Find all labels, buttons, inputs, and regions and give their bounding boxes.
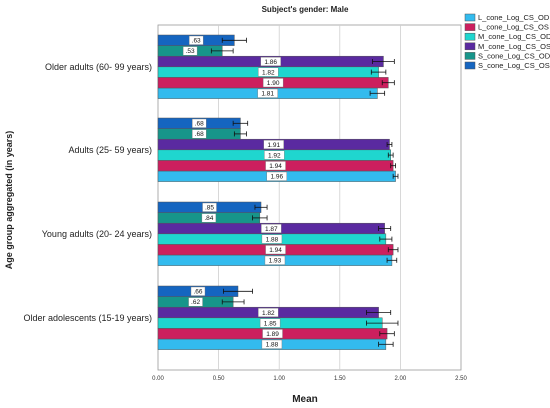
category-label: Older adolescents (15-19 years) [23, 313, 152, 323]
x-tick-labels: 0.00 0.50 1.00 1.50 2.00 2.50 [152, 376, 467, 382]
category-label: Adults (25- 59 years) [68, 145, 152, 155]
data-label-box [264, 150, 285, 160]
legend-label: L_cone_Log_CS_OD [478, 13, 550, 22]
data-label-box [257, 88, 278, 98]
y-axis-label: Age group aggregated (in years) [4, 131, 14, 270]
legend-label: M_cone_Log_CS_OS [478, 42, 550, 51]
data-label: .63 [192, 38, 201, 45]
x-tick-label: 1.00 [273, 376, 285, 382]
data-label: .68 [195, 131, 204, 138]
data-label-box [265, 161, 286, 171]
x-tick-label: 1.50 [334, 376, 346, 382]
category-label: Older adults (60- 99 years) [45, 62, 152, 72]
data-label-box [265, 245, 286, 255]
data-label: 1.96 [270, 174, 283, 181]
data-label: 1.92 [268, 152, 281, 159]
category-label: Young adults (20- 24 years) [42, 229, 152, 239]
data-label-box [260, 57, 281, 67]
legend-swatch [464, 52, 476, 60]
data-label-box [263, 139, 284, 149]
data-label: .84 [204, 215, 213, 222]
data-label-box [202, 202, 217, 212]
data-label: 1.94 [269, 247, 282, 254]
data-label: 1.86 [264, 59, 277, 66]
data-label: 1.89 [266, 331, 279, 338]
data-label-box [192, 118, 207, 128]
data-label-box [188, 297, 203, 307]
data-label: 1.87 [265, 226, 278, 233]
legend-swatch [464, 13, 476, 22]
legend-swatch [464, 61, 476, 70]
data-label-box [266, 171, 287, 181]
legend-label: L_cone_Log_CS_OS [478, 23, 549, 32]
data-label: 1.90 [267, 80, 280, 87]
data-label-box [261, 234, 283, 244]
data-label: 1.81 [261, 91, 274, 98]
data-label: 1.82 [262, 69, 275, 76]
data-label: .85 [205, 205, 214, 212]
data-label-box [201, 213, 217, 223]
x-tick-label: 0.00 [152, 376, 164, 382]
data-label: .53 [186, 48, 195, 55]
data-label-box [261, 339, 283, 349]
legend-label: M_cone_Log_CS_OD [478, 32, 550, 41]
chart-title: Subject's gender: Male [262, 5, 349, 14]
x-axis-label: Mean [292, 394, 318, 405]
data-label: 1.85 [264, 320, 277, 327]
data-label-box [190, 286, 206, 296]
data-label-box [262, 78, 284, 88]
data-label: 1.88 [266, 342, 279, 349]
data-label-box [262, 329, 283, 339]
data-label: .66 [193, 289, 202, 296]
data-label-box [188, 35, 204, 45]
data-label: .68 [195, 121, 204, 128]
data-label: 1.82 [262, 310, 275, 317]
data-label: 1.93 [269, 258, 282, 265]
data-label-box [258, 67, 279, 77]
x-tick-label: 2.50 [455, 376, 467, 382]
legend-label: S_cone_Log_CS_OS [478, 61, 550, 70]
data-label-box [264, 255, 286, 265]
data-label-box [261, 223, 282, 233]
category-labels: Older adults (60- 99 years) Adults (25- 5… [23, 62, 152, 323]
data-label-box [182, 46, 198, 56]
data-label-box [259, 318, 281, 328]
legend-swatch [464, 42, 476, 51]
data-label: 1.88 [266, 236, 279, 243]
data-label: .62 [191, 299, 200, 306]
data-label-box [258, 308, 279, 318]
data-label: 1.94 [269, 163, 282, 170]
legend-swatch [464, 23, 476, 31]
x-tick-label: 0.50 [213, 376, 225, 382]
x-tick-label: 2.00 [395, 376, 407, 382]
legend: L_cone_Log_CS_ODL_cone_Log_CS_OSM_cone_L… [464, 13, 550, 70]
legend-label: S_cone_Log_CS_OD [478, 51, 550, 60]
legend-swatch [464, 32, 476, 41]
bars-group: 1.81 1.90 1.82 1.86 .53 .63 1.96 1.94 1.92 1.91 .6… [157, 34, 399, 350]
data-label: 1.91 [267, 142, 280, 149]
data-label-box [192, 129, 207, 139]
